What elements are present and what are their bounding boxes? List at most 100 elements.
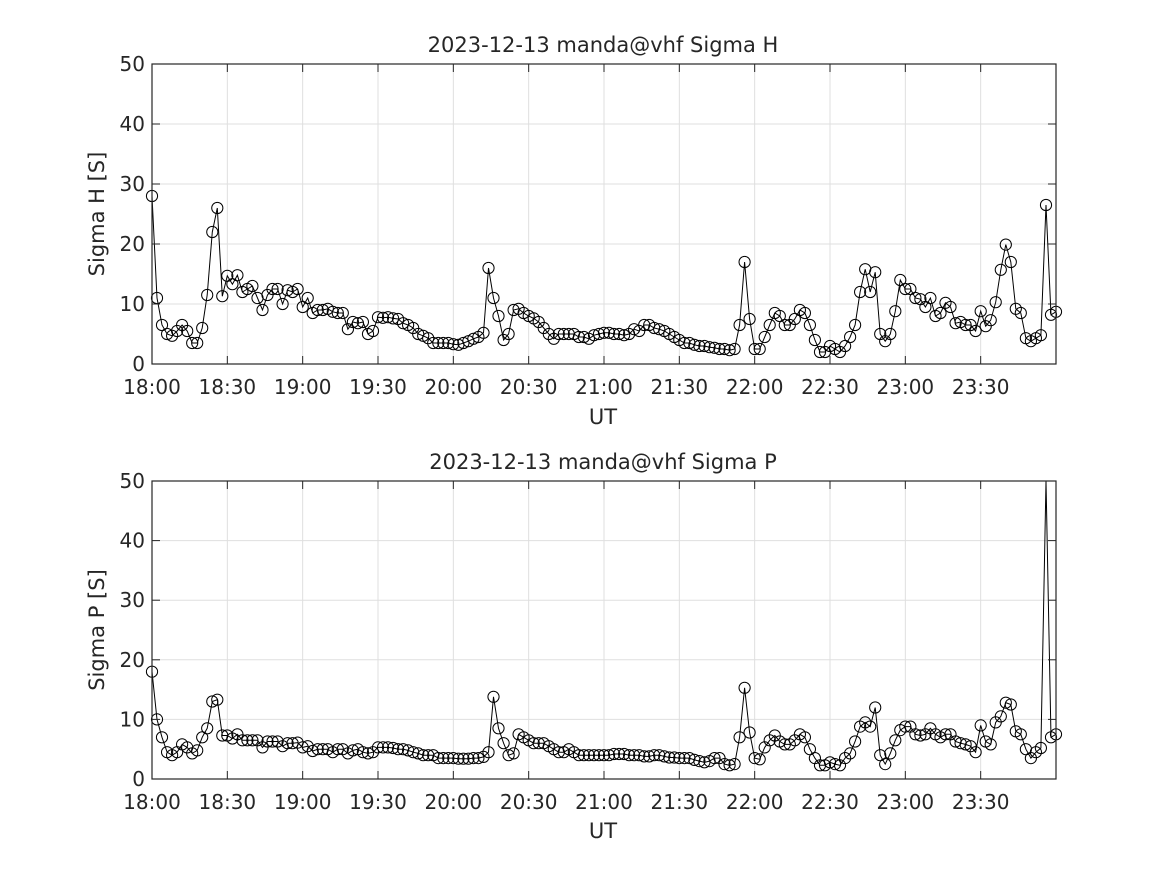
x-tick-label: 21:00 xyxy=(575,790,633,814)
data-point xyxy=(618,329,631,342)
data-point xyxy=(974,719,987,732)
data-point xyxy=(587,329,601,342)
y-tick-label: 30 xyxy=(120,172,145,196)
data-point xyxy=(633,749,646,762)
data-point xyxy=(381,311,395,324)
data-point xyxy=(844,330,857,344)
data-point xyxy=(984,738,997,751)
data-point xyxy=(587,749,601,762)
data-point xyxy=(718,342,731,356)
data-point xyxy=(924,291,937,305)
x-tick-label: 19:30 xyxy=(349,790,407,814)
data-point xyxy=(572,330,586,344)
y-tick-label: 30 xyxy=(120,588,145,612)
data-point xyxy=(688,338,701,351)
data-point xyxy=(728,342,741,356)
data-point xyxy=(246,279,259,293)
x-tick-label: 18:30 xyxy=(199,375,257,399)
data-point xyxy=(316,303,329,317)
x-tick-label: 23:30 xyxy=(952,790,1010,814)
data-point xyxy=(613,327,626,341)
data-point xyxy=(602,749,616,762)
x-axis-label: UT xyxy=(589,405,617,429)
data-point xyxy=(1004,255,1017,269)
data-point xyxy=(738,255,751,269)
data-point xyxy=(844,747,857,760)
data-point xyxy=(271,735,284,748)
data-point xyxy=(623,749,636,762)
data-point xyxy=(959,318,972,332)
data-point xyxy=(849,318,862,332)
ticks: 0 10 20 30 40 50 18:00 18:30 19:00 19:30 20:00 20:3… xyxy=(120,52,1056,399)
data-point xyxy=(577,330,591,344)
data-point xyxy=(618,747,631,761)
x-tick-label: 22:30 xyxy=(801,790,859,814)
data-point xyxy=(899,720,912,733)
data-point xyxy=(155,318,169,332)
grid xyxy=(151,480,1056,780)
x-tick-label: 18:30 xyxy=(199,790,257,814)
data-point xyxy=(854,285,867,299)
x-tick-label: 19:00 xyxy=(274,790,332,814)
x-tick-label: 20:30 xyxy=(500,375,558,399)
x-axis-label: UT xyxy=(589,819,617,843)
x-tick-label: 20:30 xyxy=(500,790,558,814)
data-point xyxy=(502,749,515,762)
y-tick-label: 10 xyxy=(120,292,145,316)
data-point xyxy=(336,306,349,320)
data-point xyxy=(452,752,465,765)
data-point xyxy=(261,735,274,748)
data-point xyxy=(281,737,294,750)
series-sigma-p xyxy=(145,480,1063,772)
data-point xyxy=(201,288,214,302)
data-point xyxy=(999,696,1012,709)
x-tick-label: 20:00 xyxy=(425,375,483,399)
data-point xyxy=(889,734,902,747)
data-point xyxy=(748,752,761,765)
data-point xyxy=(889,305,902,318)
data-point xyxy=(351,317,364,330)
data-point xyxy=(607,327,621,341)
x-tick-label: 22:00 xyxy=(726,375,784,399)
data-point xyxy=(412,747,425,760)
data-point xyxy=(397,317,410,330)
data-point xyxy=(597,326,611,339)
data-point xyxy=(678,752,691,765)
data-point xyxy=(828,758,842,771)
data-point xyxy=(346,744,359,757)
data-point xyxy=(813,345,827,359)
data-point xyxy=(673,752,686,765)
data-point xyxy=(648,749,661,762)
y-tick-label: 50 xyxy=(120,52,145,76)
data-point xyxy=(743,726,756,739)
data-point xyxy=(939,728,952,741)
data-point xyxy=(788,312,801,326)
data-point xyxy=(331,306,344,320)
data-point xyxy=(427,336,440,350)
data-point xyxy=(281,284,294,297)
data-point xyxy=(482,261,495,275)
x-tick-label: 21:30 xyxy=(651,790,709,814)
data-point xyxy=(909,291,922,305)
data-point xyxy=(678,336,691,350)
data-point xyxy=(467,332,480,345)
data-point xyxy=(974,305,987,318)
data-point xyxy=(914,729,927,742)
data-point xyxy=(1034,741,1048,755)
data-point xyxy=(542,327,555,341)
data-point xyxy=(808,333,822,347)
data-point xyxy=(944,300,957,314)
data-point xyxy=(271,282,284,296)
data-point xyxy=(864,720,877,733)
data-point xyxy=(477,326,490,339)
data-point xyxy=(266,735,279,748)
data-point xyxy=(613,747,626,761)
data-point xyxy=(994,263,1007,276)
data-point xyxy=(718,758,731,771)
data-point xyxy=(733,731,746,744)
data-point xyxy=(1004,698,1017,711)
x-tick-label: 20:00 xyxy=(425,790,483,814)
data-point xyxy=(442,336,455,350)
data-point xyxy=(201,722,214,735)
data-point xyxy=(211,201,224,215)
